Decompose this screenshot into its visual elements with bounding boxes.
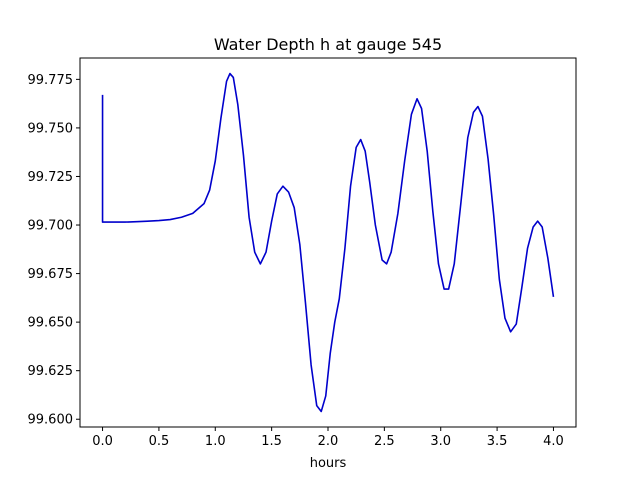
- y-tick-label: 99.725: [28, 170, 74, 185]
- x-tick-label: 1.0: [205, 434, 226, 449]
- y-tick-label: 99.650: [28, 316, 74, 331]
- y-tick-label: 99.700: [28, 219, 74, 234]
- y-tick-label: 99.750: [28, 121, 74, 136]
- y-tick-label: 99.600: [28, 413, 74, 428]
- plot-area: 0.0 0.5 1.0 1.5 2.0 2.5 3.0 3.5 4.0 99.600 99.625 9…: [28, 57, 577, 449]
- x-tick-label: 2.0: [318, 434, 339, 449]
- x-tick-label: 4.0: [543, 434, 564, 449]
- x-tick-label: 3.5: [487, 434, 508, 449]
- x-tick-label: 0.5: [149, 434, 170, 449]
- x-tick-label: 0.0: [92, 434, 113, 449]
- series-line-1: [101, 72, 555, 413]
- y-tick-label: 99.675: [28, 267, 74, 282]
- x-tick-label: 3.0: [430, 434, 451, 449]
- y-tick-label: 99.775: [28, 73, 74, 88]
- x-axis-label: hours: [310, 456, 347, 471]
- y-tick-label: 99.625: [28, 364, 74, 379]
- x-tick-label: 2.5: [374, 434, 395, 449]
- x-tick-label: 1.5: [261, 434, 282, 449]
- chart-title: Water Depth h at gauge 545: [214, 35, 442, 54]
